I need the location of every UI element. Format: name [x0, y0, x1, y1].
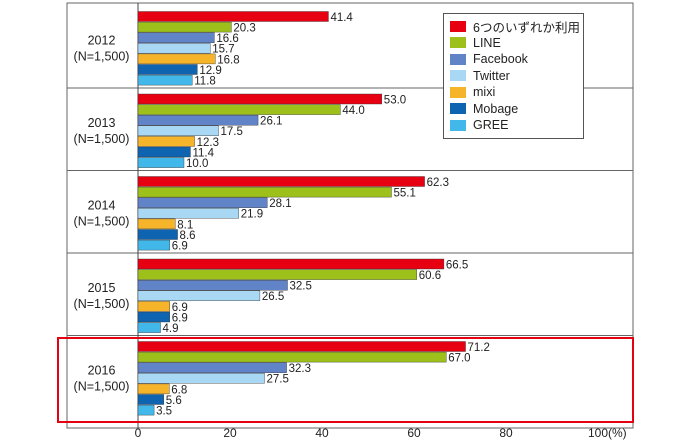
bar: [138, 177, 425, 187]
bar: [138, 240, 170, 250]
legend-swatch: [450, 21, 466, 32]
legend-item: GREE: [450, 117, 577, 134]
bar: [138, 301, 170, 311]
bar: [138, 43, 210, 53]
legend-item: Facebook: [450, 51, 577, 68]
bar: [138, 323, 161, 333]
category-label: 2014: [88, 199, 116, 213]
legend: 6つのいずれか利用 LINE Facebook Twitter mixi Mob…: [443, 13, 584, 139]
legend-item: 6つのいずれか利用: [450, 18, 577, 35]
legend-label: Mobage: [473, 102, 518, 116]
data-label: 28.1: [269, 198, 291, 210]
legend-swatch: [450, 103, 466, 114]
category-label: (N=1,500): [74, 50, 130, 64]
bar: [138, 395, 164, 405]
bar: [138, 230, 178, 240]
x-tick-label: 100: [588, 426, 608, 440]
bar: [138, 373, 265, 383]
category-label: 2013: [88, 116, 116, 130]
legend-item: Mobage: [450, 101, 577, 118]
legend-label: 6つのいずれか利用: [473, 17, 580, 36]
legend-item: Twitter: [450, 68, 577, 85]
bar: [138, 54, 215, 64]
bar: [138, 384, 169, 394]
bar: [138, 22, 231, 32]
bar: [138, 312, 170, 322]
bar: [138, 94, 382, 104]
legend-label: GREE: [473, 118, 508, 132]
category-label: 2015: [88, 281, 116, 295]
x-tick-label: 80: [499, 426, 513, 440]
bar: [138, 187, 391, 197]
data-label: 17.5: [221, 126, 243, 138]
bar: [138, 208, 239, 218]
data-label: 26.5: [262, 291, 284, 303]
x-unit-label: (%): [608, 426, 627, 440]
bar: [138, 105, 340, 115]
bar: [138, 65, 197, 75]
data-label: 6.9: [172, 241, 188, 253]
data-label: 21.9: [241, 209, 263, 221]
bar: [138, 363, 287, 373]
bar: [138, 75, 192, 85]
bar: [138, 342, 466, 352]
bar: [138, 270, 417, 280]
legend-swatch: [450, 54, 466, 65]
data-label: 4.9: [163, 323, 179, 335]
bar: [138, 126, 219, 136]
legend-label: mixi: [473, 85, 495, 99]
x-tick-label: 0: [135, 426, 142, 440]
legend-item: mixi: [450, 84, 577, 101]
bar: [138, 12, 328, 22]
x-tick-label: 60: [407, 426, 421, 440]
bar: [138, 33, 214, 43]
legend-label: Twitter: [473, 69, 510, 83]
bar: [138, 280, 288, 290]
data-label: 41.4: [330, 12, 353, 24]
legend-swatch: [450, 70, 466, 81]
bar: [138, 291, 260, 301]
category-label: (N=1,500): [74, 380, 130, 394]
data-label: 32.5: [290, 281, 312, 293]
data-label: 62.3: [427, 177, 449, 189]
category-label: (N=1,500): [74, 215, 130, 229]
bar: [138, 259, 444, 269]
category-label: 2012: [88, 34, 116, 48]
bar: [138, 405, 154, 415]
data-label: 26.1: [260, 116, 282, 128]
bar: [138, 136, 195, 146]
x-tick-label: 40: [315, 426, 329, 440]
bar: [138, 219, 175, 229]
data-label: 10.0: [186, 158, 208, 170]
bar: [138, 198, 267, 208]
category-label: (N=1,500): [74, 297, 130, 311]
data-label: 53.0: [384, 94, 406, 106]
legend-swatch: [450, 120, 466, 131]
legend-swatch: [450, 37, 466, 48]
data-label: 27.5: [267, 374, 289, 386]
data-label: 55.1: [393, 188, 415, 200]
data-label: 67.0: [448, 353, 470, 365]
bar: [138, 352, 446, 362]
bar: [138, 115, 258, 125]
legend-swatch: [450, 87, 466, 98]
data-label: 44.0: [342, 105, 364, 117]
x-tick-label: 20: [223, 426, 237, 440]
data-label: 3.5: [156, 406, 172, 418]
data-label: 60.6: [419, 270, 441, 282]
data-label: 66.5: [446, 259, 468, 271]
legend-item: LINE: [450, 35, 577, 52]
data-label: 71.2: [468, 342, 490, 354]
data-label: 32.3: [289, 363, 311, 375]
data-label: 11.8: [194, 76, 216, 88]
bar: [138, 158, 184, 168]
category-label: 2016: [88, 364, 116, 378]
legend-label: LINE: [473, 36, 501, 50]
bar: [138, 147, 190, 157]
category-label: (N=1,500): [74, 132, 130, 146]
legend-label: Facebook: [473, 52, 528, 66]
